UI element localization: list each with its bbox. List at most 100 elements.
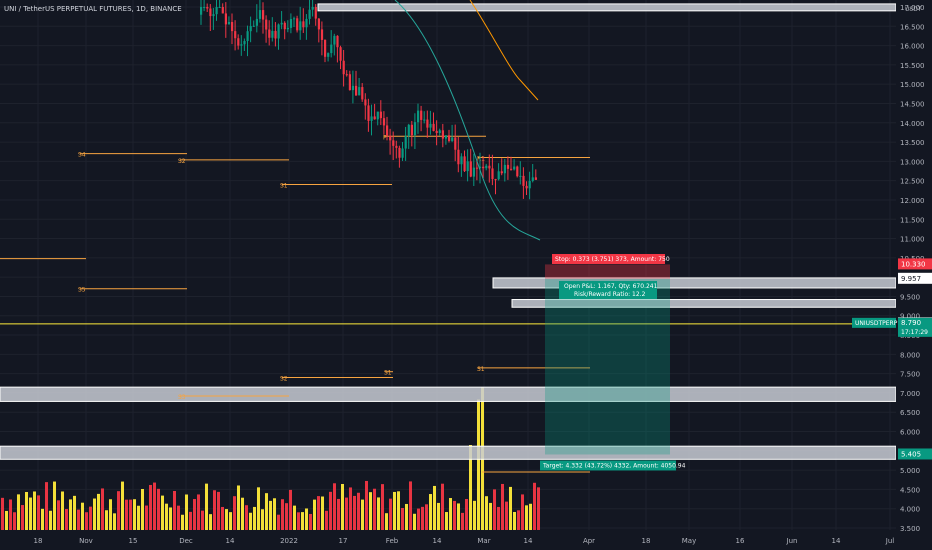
candle-body <box>234 31 237 39</box>
time-axis: 18 Nov 15 Dec 14 2022 17 Feb 14 Mar 14 Apr 18 May 16 Ju… <box>0 531 932 550</box>
x-tick-label: Mar <box>477 537 490 545</box>
volume-bar <box>429 494 432 530</box>
price-tag-bg <box>898 317 932 337</box>
volume-bar <box>381 484 384 530</box>
volume-bar <box>361 499 364 530</box>
x-tick-label: 18 <box>34 537 43 545</box>
candle-body <box>472 167 475 177</box>
x-tick-label: 18 <box>642 537 651 545</box>
volume-bar <box>341 483 344 530</box>
volume-bar <box>513 511 516 530</box>
volume-bar <box>333 483 336 530</box>
y-tick-label: 7.000 <box>900 390 920 398</box>
y-tick-label: 8.000 <box>900 351 920 359</box>
volume-bar <box>497 506 500 530</box>
target-area <box>545 278 670 455</box>
volume-bar <box>117 491 120 530</box>
volume-bar <box>33 491 36 530</box>
candle-body <box>255 18 258 26</box>
volume-bar <box>241 497 244 530</box>
volume-bar <box>53 481 56 530</box>
volume-bar <box>81 502 84 530</box>
candle-body <box>429 123 432 128</box>
volume-bar <box>305 508 308 530</box>
pivot-label: S2 <box>280 375 288 382</box>
x-tick-label: Jun <box>786 537 798 545</box>
price-tag: 10.330 <box>901 260 926 268</box>
volume-bar <box>77 509 80 530</box>
volume-bar <box>141 488 144 530</box>
x-tick-label: 14 <box>832 537 841 545</box>
candle-body <box>451 137 454 141</box>
y-tick-label: 4.500 <box>900 486 920 494</box>
candle-body <box>240 44 243 46</box>
y-tick-label: 13.500 <box>900 139 925 147</box>
volume-bar <box>257 487 260 530</box>
candle-body <box>280 22 283 25</box>
volume-bar <box>213 490 216 530</box>
volume-bar <box>149 484 152 530</box>
candle-body <box>262 10 265 20</box>
candle-body <box>376 111 379 120</box>
candle-body <box>469 161 472 177</box>
stop-label: Stop: 0.373 (3.751) 373, Amount: 750 <box>555 256 670 263</box>
volume-bar <box>393 491 396 530</box>
volume-bar <box>457 503 460 530</box>
volume-bar <box>521 494 524 530</box>
candle-body <box>330 44 333 54</box>
candle-body <box>302 21 305 28</box>
x-tick-label: 16 <box>736 537 745 545</box>
volume-bar <box>313 499 316 530</box>
candle-body <box>395 145 398 148</box>
candle-body <box>516 166 519 177</box>
candle-body <box>342 60 345 75</box>
volume-bar <box>397 491 400 530</box>
volume-bar <box>433 485 436 530</box>
x-tick-label: Feb <box>386 537 399 545</box>
volume-bar <box>193 499 196 530</box>
candle-body <box>224 13 227 25</box>
candle-body <box>497 171 500 180</box>
volume-bar <box>237 485 240 530</box>
volume-bar <box>525 505 528 530</box>
volume-bar <box>57 500 60 530</box>
candle-body <box>218 7 221 8</box>
volume-bar <box>365 480 368 530</box>
volume-bar <box>97 493 100 530</box>
volume-bar <box>45 482 48 530</box>
volume-bar <box>233 496 236 530</box>
volume-bar <box>13 512 16 530</box>
candle-body <box>398 147 401 158</box>
x-tick-label: 14 <box>524 537 533 545</box>
volume-bar <box>441 483 444 530</box>
volume-bar <box>293 505 296 530</box>
volume-bar <box>369 492 372 530</box>
volume-bar <box>405 503 408 530</box>
stop-area <box>545 264 670 279</box>
candle-body <box>305 18 308 28</box>
volume-bar <box>85 512 88 530</box>
candle-body <box>463 156 466 172</box>
volume-bar <box>349 487 352 530</box>
candle-body <box>243 41 246 45</box>
volume-bar <box>269 500 272 530</box>
price-axis: 17.000 16.500 16.000 15.500 15.000 14.500 14.0… <box>852 0 932 550</box>
candle-body <box>206 7 209 9</box>
volume-bar <box>377 497 380 530</box>
candle-body <box>386 125 389 136</box>
volume-bar <box>41 508 44 530</box>
volume-bar <box>281 499 284 530</box>
pivot-label: P <box>383 134 387 141</box>
candle-body <box>407 124 410 137</box>
candle-body <box>364 99 367 106</box>
y-tick-label: 17.000 <box>900 4 925 12</box>
stop-label-bg <box>552 253 665 264</box>
pivot-lines: S4 S2 S1 S5 P R1 S1 S1 S2 S3 <box>0 134 590 473</box>
volume-bar <box>285 503 288 530</box>
volume-bar <box>501 483 504 530</box>
open-label-bg <box>559 281 657 300</box>
volume-bar <box>417 508 420 530</box>
pivot-label: S2 <box>178 158 186 165</box>
volume-bar <box>273 498 276 530</box>
